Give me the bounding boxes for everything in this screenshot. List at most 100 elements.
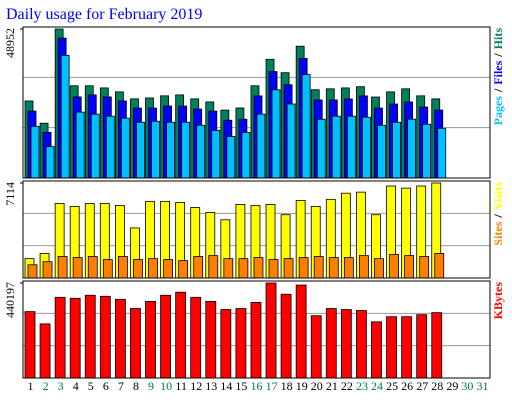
- bar: [99, 295, 111, 379]
- bar: [238, 258, 249, 279]
- bar: [377, 124, 386, 179]
- bar: [117, 256, 128, 279]
- x-tick-label: 2: [43, 379, 49, 393]
- bar: [205, 300, 217, 379]
- bar: [331, 115, 341, 179]
- y-tick-label: 7114: [3, 182, 17, 206]
- x-tick-label: 18: [281, 379, 293, 393]
- x-tick-label: 31: [476, 379, 488, 393]
- chart-title: Daily usage for February 2019: [6, 6, 202, 23]
- bar: [437, 127, 447, 179]
- bar: [72, 257, 83, 279]
- bar: [24, 311, 36, 379]
- bar: [416, 314, 428, 379]
- x-tick-label: 23: [356, 379, 368, 393]
- bar: [310, 315, 322, 379]
- bar: [386, 316, 397, 379]
- x-tick-label: 7: [118, 379, 124, 393]
- legend: Pages / Files / Hits: [491, 28, 505, 126]
- y-tick-label: 48952: [3, 28, 17, 58]
- x-tick-label: 21: [326, 379, 338, 393]
- bar: [151, 120, 160, 179]
- x-tick-label: 8: [133, 379, 139, 393]
- x-tick-label: 16: [251, 379, 263, 393]
- bar: [136, 121, 145, 179]
- bar: [389, 254, 399, 279]
- bar: [196, 124, 206, 179]
- bar: [434, 253, 445, 279]
- bar: [250, 302, 262, 379]
- bar: [90, 113, 100, 179]
- bar: [130, 308, 141, 379]
- bar: [280, 293, 292, 379]
- x-tick-label: 25: [386, 379, 398, 393]
- x-tick-label: 27: [416, 379, 428, 393]
- x-tick-label: 30: [461, 379, 473, 393]
- bar: [226, 136, 236, 179]
- bar: [75, 111, 85, 179]
- bar: [268, 259, 279, 279]
- legend-separator: /: [491, 88, 505, 93]
- bar: [211, 129, 221, 179]
- bar: [30, 125, 40, 179]
- bar: [45, 146, 55, 179]
- bar: [193, 256, 204, 279]
- x-tick-label: 19: [296, 379, 308, 393]
- x-tick-label: 5: [88, 379, 94, 393]
- bar: [295, 284, 307, 379]
- bar: [328, 257, 339, 279]
- x-tick-label: 15: [235, 379, 247, 393]
- x-tick-label: 29: [446, 379, 458, 393]
- bar: [27, 264, 38, 279]
- bar: [181, 121, 191, 179]
- legend-entry: Files: [491, 60, 505, 84]
- bar: [69, 297, 81, 379]
- bar: [220, 309, 232, 379]
- bar: [422, 123, 432, 179]
- bar: [190, 296, 202, 379]
- legend-entry: Hits: [491, 28, 505, 50]
- bar: [407, 118, 417, 179]
- legend: KBytes: [491, 282, 505, 320]
- bar: [286, 103, 296, 179]
- bar: [371, 321, 382, 379]
- legend-entry: Visits: [491, 182, 505, 211]
- bar: [87, 256, 98, 279]
- bar: [57, 256, 68, 279]
- x-tick-label: 6: [103, 379, 109, 393]
- bar: [145, 300, 156, 379]
- bar: [133, 259, 143, 279]
- legend-entry: Sites: [491, 221, 505, 245]
- bar: [401, 316, 413, 379]
- bar: [343, 257, 354, 279]
- x-tick-label: 9: [148, 379, 154, 393]
- panel-frame: [22, 26, 491, 179]
- bar: [60, 54, 70, 179]
- x-tick-label: 26: [401, 379, 413, 393]
- bar: [392, 121, 401, 179]
- legend-separator: /: [491, 214, 505, 219]
- bar: [166, 121, 175, 179]
- x-tick-label: 28: [431, 379, 443, 393]
- legend-entry: KBytes: [491, 282, 505, 320]
- bar: [54, 296, 66, 379]
- bar: [265, 282, 277, 379]
- bar: [374, 258, 384, 279]
- bar: [178, 260, 189, 279]
- bar: [316, 118, 326, 179]
- x-tick-label: 17: [266, 379, 278, 393]
- bar: [271, 89, 281, 179]
- y-tick-label: 440197: [3, 282, 17, 318]
- x-tick-label: 12: [190, 379, 202, 393]
- bar: [419, 256, 430, 279]
- bar: [160, 294, 171, 379]
- bar: [313, 256, 324, 279]
- bar: [163, 259, 173, 279]
- bar: [39, 323, 51, 379]
- bar: [362, 116, 371, 179]
- legend-entry: Pages: [491, 96, 505, 126]
- x-tick-label: 13: [205, 379, 217, 393]
- legend-separator: /: [491, 53, 505, 58]
